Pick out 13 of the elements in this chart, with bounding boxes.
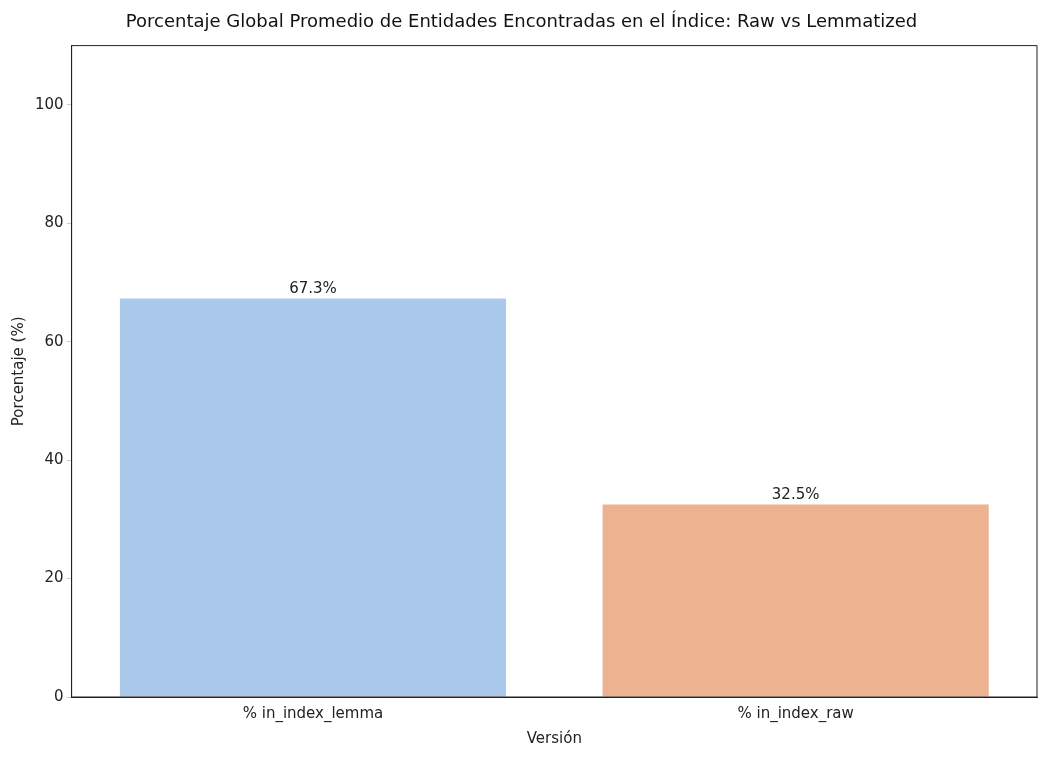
y-tick-label: 80 bbox=[44, 213, 64, 232]
y-tick-label: 20 bbox=[44, 568, 64, 587]
y-axis-title: Porcentaje (%) bbox=[8, 316, 27, 427]
chart-title: Porcentaje Global Promedio de Entidades Encontradas en el Índice: Raw vs Lemmatized bbox=[125, 10, 918, 32]
y-tick-label: 0 bbox=[54, 686, 64, 705]
y-tick-label: 40 bbox=[44, 450, 64, 469]
y-tick-label: 60 bbox=[44, 331, 64, 350]
x-tick-label: % in_index_lemma bbox=[242, 703, 384, 723]
x-tick-label: % in_index_raw bbox=[737, 703, 854, 723]
data-label: 67.3% bbox=[289, 278, 337, 297]
x-axis-title: Versión bbox=[526, 728, 582, 747]
y-tick-label: 100 bbox=[34, 94, 64, 113]
data-label: 32.5% bbox=[771, 484, 820, 503]
